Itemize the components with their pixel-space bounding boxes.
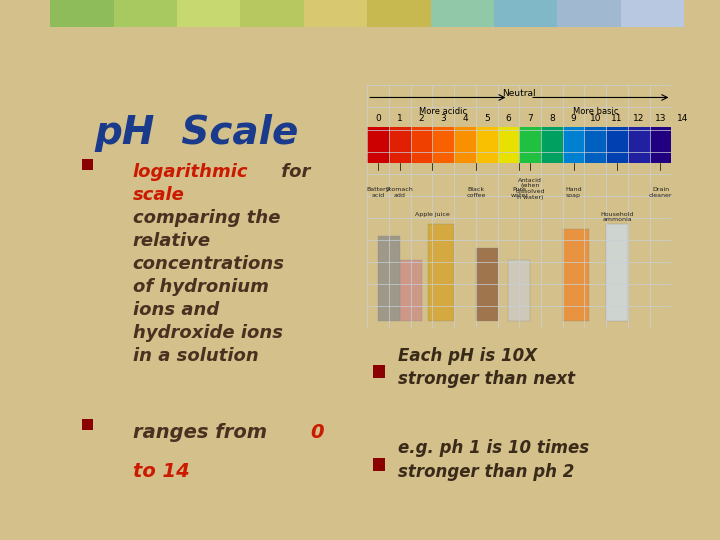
Text: comparing the
relative
concentrations
of hydronium
ions and
hydroxide ions
in a : comparing the relative concentrations of…	[132, 209, 285, 364]
Bar	[606, 126, 628, 163]
Text: 11: 11	[611, 114, 623, 123]
Text: 8: 8	[549, 114, 554, 123]
Bar	[50, 0, 121, 27]
Bar	[402, 0, 473, 27]
Text: Black
coffee: Black coffee	[466, 187, 485, 198]
Bar	[557, 0, 621, 27]
Bar	[621, 0, 684, 27]
Bar	[177, 0, 240, 27]
Bar	[114, 0, 177, 27]
Bar	[649, 126, 671, 163]
Text: 7: 7	[527, 114, 533, 123]
Bar	[498, 126, 519, 163]
Bar	[519, 126, 541, 163]
Bar	[476, 126, 498, 163]
Text: Stomach
add: Stomach add	[386, 187, 414, 198]
Text: to 14: to 14	[132, 462, 189, 481]
Text: Drain
cleaner: Drain cleaner	[649, 187, 672, 198]
Bar	[378, 236, 400, 321]
Text: 1: 1	[397, 114, 402, 123]
Bar	[473, 0, 543, 27]
Text: 12: 12	[633, 114, 644, 123]
Bar	[82, 159, 94, 171]
Text: Hand
soap: Hand soap	[565, 187, 582, 198]
Bar	[50, 0, 114, 27]
Bar	[563, 126, 585, 163]
Text: Each pH is 10X
stronger than next: Each pH is 10X stronger than next	[397, 347, 575, 388]
Bar	[389, 126, 410, 163]
Text: 14: 14	[677, 114, 688, 123]
Text: 10: 10	[590, 114, 601, 123]
Text: 13: 13	[654, 114, 666, 123]
Bar	[400, 260, 421, 321]
Bar	[585, 126, 606, 163]
Text: Apple juice: Apple juice	[415, 212, 450, 217]
Bar	[373, 457, 385, 470]
Text: 6: 6	[505, 114, 511, 123]
Text: pH  Scale: pH Scale	[95, 114, 299, 152]
Bar	[261, 0, 332, 27]
Text: ranges from: ranges from	[132, 423, 274, 442]
Bar	[628, 126, 649, 163]
Bar	[367, 126, 389, 163]
Bar	[606, 224, 628, 321]
Bar	[332, 0, 402, 27]
Bar	[82, 419, 94, 430]
Bar	[433, 126, 454, 163]
Bar	[563, 228, 589, 321]
Bar	[192, 0, 261, 27]
Text: e.g. ph 1 is 10 times
stronger than ph 2: e.g. ph 1 is 10 times stronger than ph 2	[397, 439, 589, 481]
Text: More basic: More basic	[572, 107, 618, 116]
Text: More acidic: More acidic	[419, 107, 467, 116]
Text: logarithmic
scale: logarithmic scale	[132, 163, 248, 204]
Bar	[476, 248, 498, 321]
Text: 2: 2	[419, 114, 424, 123]
Bar	[541, 126, 563, 163]
Bar	[508, 260, 530, 321]
Bar	[240, 0, 304, 27]
Text: Antacid
(when
dissolved
n water): Antacid (when dissolved n water)	[516, 178, 545, 200]
Bar	[543, 0, 613, 27]
Text: Pure
water: Pure water	[510, 187, 528, 198]
Text: Household
ammonia: Household ammonia	[600, 212, 634, 222]
Text: 0: 0	[375, 114, 381, 123]
Bar	[431, 0, 494, 27]
Text: Neutral: Neutral	[503, 89, 536, 98]
Bar	[304, 0, 367, 27]
Text: 4: 4	[462, 114, 468, 123]
Bar	[428, 224, 454, 321]
Text: 3: 3	[441, 114, 446, 123]
Text: 0: 0	[310, 423, 324, 442]
Bar	[373, 365, 385, 378]
Text: for: for	[275, 163, 311, 181]
Bar	[494, 0, 557, 27]
Text: 5: 5	[484, 114, 490, 123]
Text: 9: 9	[571, 114, 577, 123]
Text: Battery
acid: Battery acid	[366, 187, 390, 198]
Bar	[613, 0, 684, 27]
Bar	[121, 0, 192, 27]
Bar	[367, 0, 431, 27]
Bar	[410, 126, 433, 163]
Bar	[454, 126, 476, 163]
